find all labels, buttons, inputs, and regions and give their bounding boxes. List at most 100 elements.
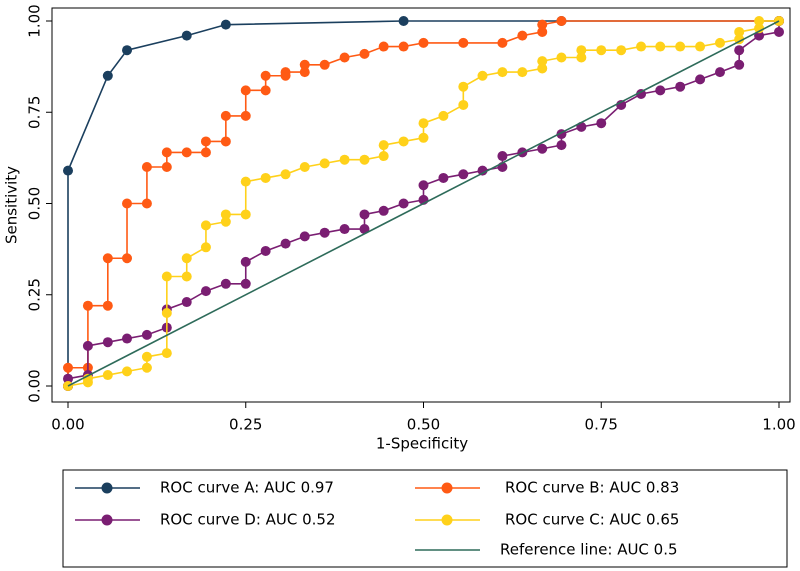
roc-marker [576, 45, 587, 56]
roc-marker [122, 333, 133, 344]
roc-marker [339, 154, 350, 165]
roc-marker [636, 89, 647, 99]
legend-marker [101, 482, 113, 494]
roc-marker [122, 45, 133, 56]
roc-marker [714, 37, 725, 48]
roc-marker [418, 180, 429, 191]
roc-marker [220, 209, 231, 220]
roc-marker [378, 41, 389, 52]
roc-marker [260, 85, 271, 96]
roc-marker [299, 231, 310, 242]
roc-marker [596, 45, 607, 56]
roc-marker [122, 253, 133, 264]
roc-marker [398, 41, 409, 52]
roc-marker [339, 224, 350, 235]
roc-line [67, 20, 780, 387]
roc-marker [200, 220, 211, 231]
roc-marker [458, 99, 469, 110]
roc-marker [636, 41, 647, 52]
roc-marker [675, 41, 686, 52]
roc-marker [240, 256, 251, 267]
roc-marker [438, 110, 449, 121]
roc-marker [181, 253, 192, 264]
roc-marker [220, 19, 231, 30]
roc-marker [497, 151, 508, 162]
roc-marker [319, 59, 330, 70]
roc-marker [82, 340, 93, 351]
roc-marker [576, 52, 587, 63]
roc-marker [477, 70, 488, 81]
roc-marker [63, 373, 73, 384]
roc-line [67, 20, 779, 386]
roc-marker [181, 271, 192, 282]
roc-marker [161, 348, 172, 359]
roc-marker [102, 70, 113, 81]
x-axis-title: 1-Specificity [376, 435, 468, 453]
roc-marker [537, 63, 548, 74]
roc-marker [82, 300, 93, 311]
roc-marker [398, 16, 409, 26]
legend-marker [101, 514, 113, 526]
roc-marker [517, 30, 528, 41]
roc-marker [458, 169, 469, 180]
roc-marker [754, 16, 765, 26]
roc-marker [122, 198, 133, 209]
roc-marker [141, 362, 152, 373]
y-tick-label: 0.50 [26, 187, 44, 220]
roc-marker [141, 198, 152, 209]
roc-marker [161, 147, 172, 158]
legend-marker [441, 482, 453, 494]
roc-marker [63, 362, 73, 373]
roc-marker [63, 165, 73, 176]
roc-marker [161, 162, 172, 172]
roc-marker [418, 118, 429, 129]
roc-marker [655, 85, 666, 96]
roc-marker [260, 70, 271, 81]
x-tick-label: 0.00 [51, 416, 84, 434]
x-tick-label: 1.00 [762, 416, 795, 434]
roc-marker [517, 67, 528, 78]
roc-marker [161, 308, 172, 318]
roc-marker [319, 227, 330, 238]
legend-label: ROC curve A: AUC 0.97 [160, 479, 334, 497]
roc-marker [220, 278, 231, 289]
roc-marker [220, 136, 231, 147]
legend-label: ROC curve B: AUC 0.83 [505, 479, 679, 497]
roc-marker [102, 337, 113, 348]
roc-marker [200, 242, 211, 253]
roc-marker [675, 81, 686, 92]
roc-marker [774, 26, 784, 37]
roc-marker [260, 172, 271, 183]
roc-marker [537, 143, 548, 154]
roc-marker [734, 34, 745, 45]
legend-box [62, 469, 788, 568]
roc-marker [359, 154, 370, 165]
roc-marker [181, 297, 192, 308]
roc-marker [260, 245, 271, 256]
roc-marker [299, 67, 310, 78]
roc-marker [220, 110, 231, 121]
roc-marker [280, 238, 291, 249]
roc-marker [102, 370, 113, 381]
roc-marker [537, 56, 548, 67]
roc-marker [200, 286, 211, 297]
roc-marker [537, 19, 548, 30]
legend-label: ROC curve D: AUC 0.52 [160, 511, 336, 529]
roc-marker [299, 162, 310, 172]
legend-label: Reference line: AUC 0.5 [500, 541, 678, 559]
roc-marker [458, 37, 469, 48]
roc-marker [655, 41, 666, 52]
roc-marker [299, 59, 310, 70]
roc-marker [280, 169, 291, 180]
roc-marker [102, 253, 113, 264]
roc-marker [200, 136, 211, 147]
roc-marker [359, 209, 370, 220]
roc-marker [556, 16, 567, 26]
roc-marker [734, 26, 745, 37]
y-tick-label: 0.25 [26, 278, 44, 311]
roc-marker [537, 26, 548, 37]
roc-marker [161, 271, 172, 282]
roc-marker [220, 216, 231, 227]
roc-marker [339, 52, 350, 63]
